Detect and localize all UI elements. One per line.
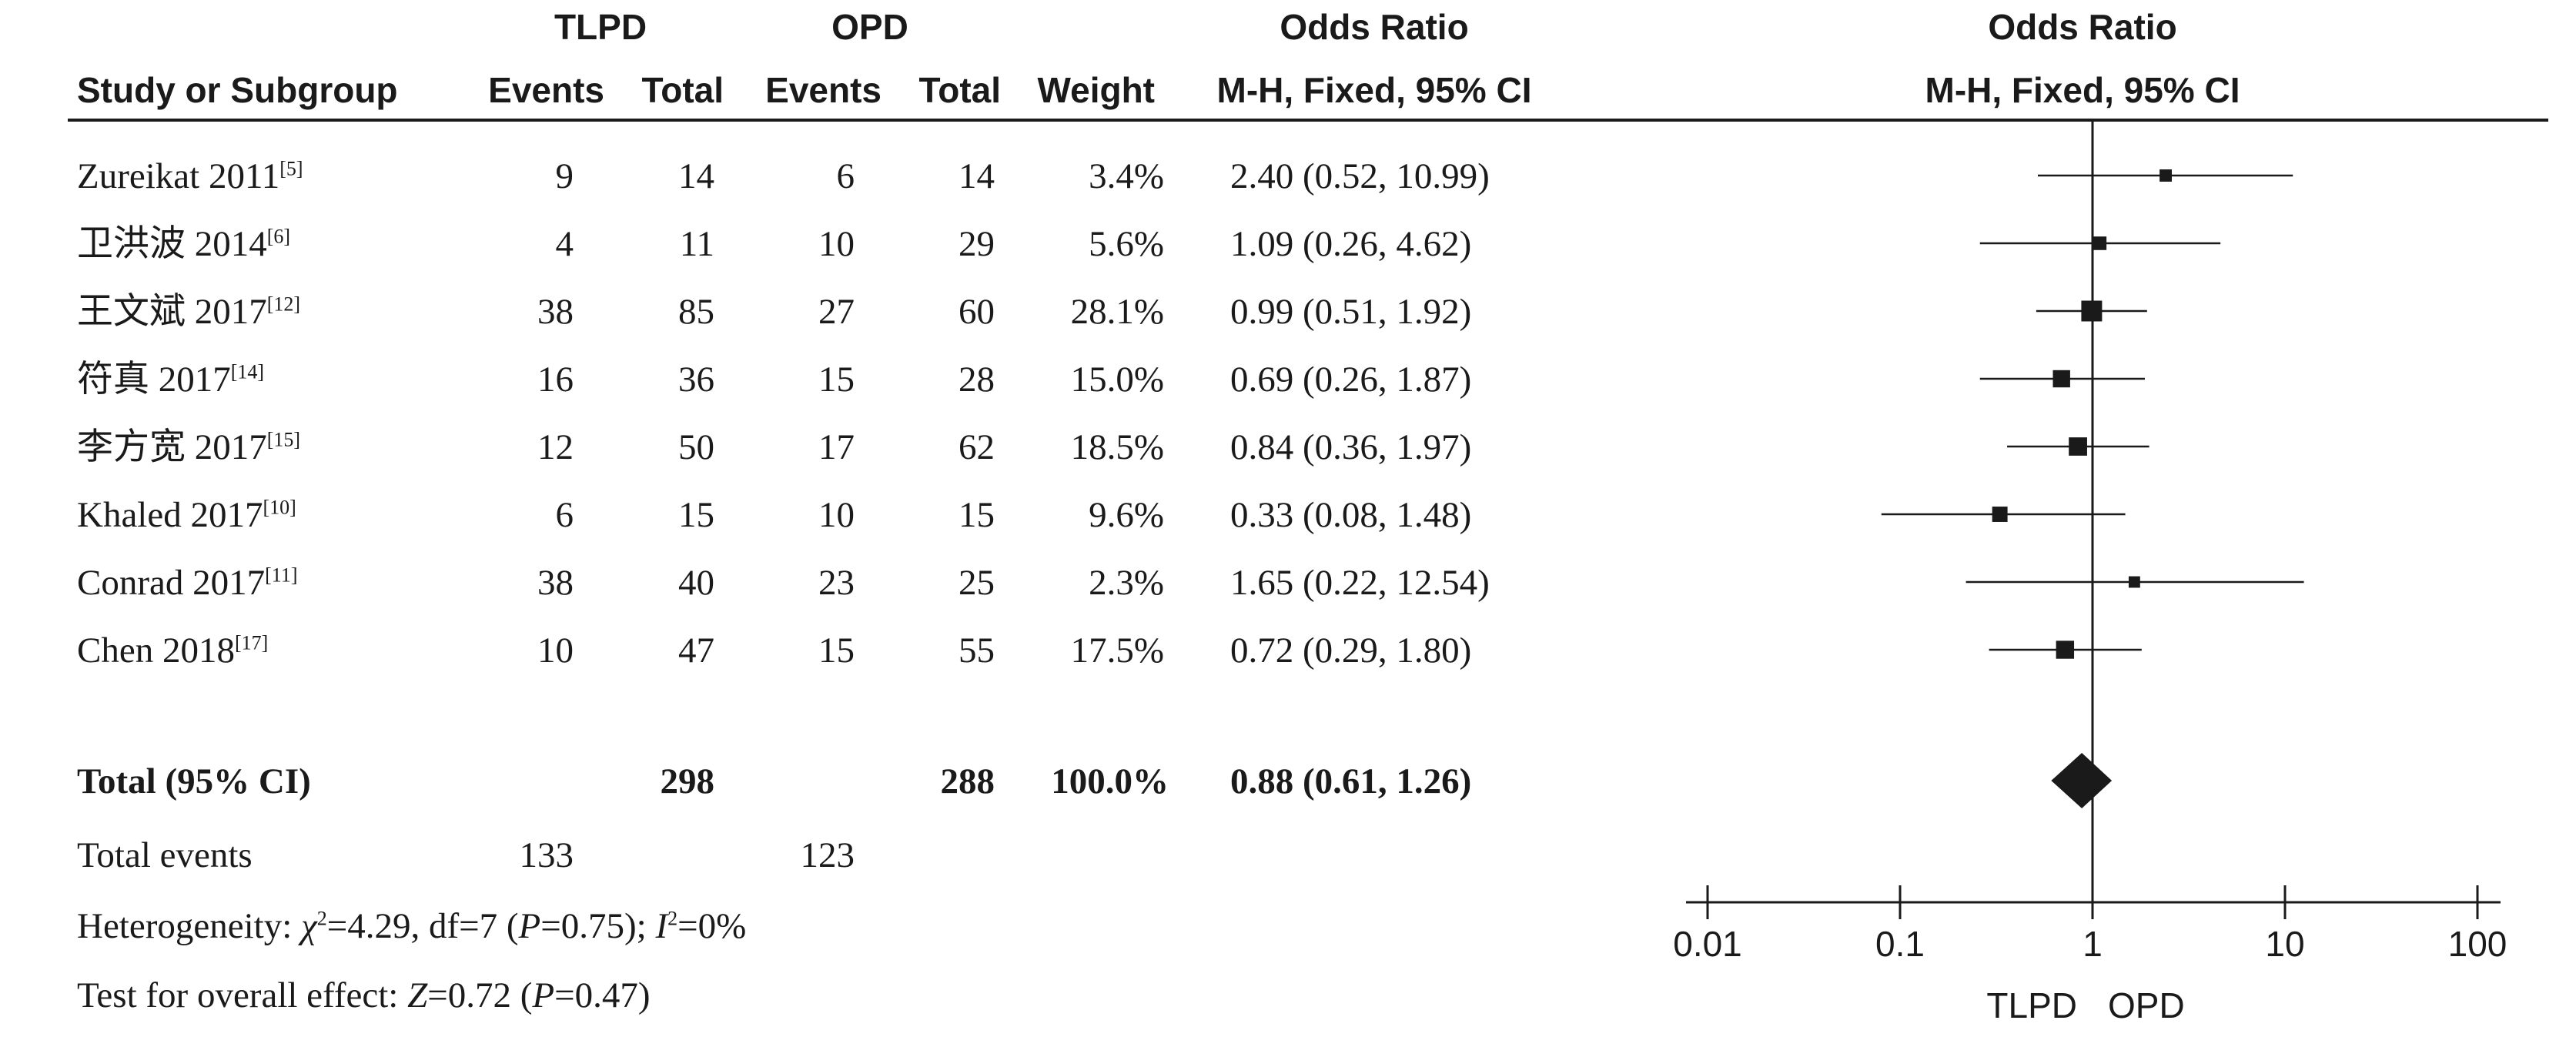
x-tick-label: 0.1 — [1875, 924, 1925, 964]
study-name: 王文斌 2017[12] — [77, 292, 301, 332]
events2-cell: 6 — [836, 156, 855, 196]
events1-cell: 4 — [555, 224, 574, 264]
total1-cell: 11 — [679, 224, 714, 264]
events2-cell: 10 — [818, 495, 855, 535]
study-header: Study or Subgroup — [77, 70, 398, 110]
study-marker — [2069, 437, 2087, 456]
ci-cell: 1.09 (0.26, 4.62) — [1230, 224, 1472, 264]
total1-cell: 36 — [678, 360, 714, 400]
total2-cell: 60 — [958, 292, 995, 332]
events2-cell: 27 — [818, 292, 855, 332]
study-marker — [1992, 507, 2008, 522]
group1-header: TLPD — [554, 7, 647, 47]
x-tick-label: 0.01 — [1673, 924, 1742, 964]
total1-cell: 15 — [678, 495, 714, 535]
or-title-left: Odds Ratio — [1280, 7, 1469, 47]
heterogeneity-text: Heterogeneity: χ2=4.29, df=7 (P=0.75); I… — [77, 906, 747, 946]
weight-cell: 17.5% — [1070, 631, 1164, 671]
events2-header: Events — [765, 70, 882, 110]
total-events-label: Total events — [77, 835, 253, 875]
study-name: Chen 2018[17] — [77, 631, 269, 671]
total1-cell: 85 — [678, 292, 714, 332]
x-tick-label: 1 — [2083, 924, 2103, 964]
ci-cell: 0.99 (0.51, 1.92) — [1230, 292, 1472, 332]
ci-cell: 0.72 (0.29, 1.80) — [1230, 631, 1472, 671]
study-marker — [2128, 576, 2140, 588]
study-marker — [2081, 300, 2103, 322]
ci-cell: 2.40 (0.52, 10.99) — [1230, 156, 1490, 196]
events2-cell: 15 — [818, 631, 855, 671]
study-marker — [2056, 641, 2075, 659]
total1-cell: 50 — [678, 427, 714, 467]
events1-cell: 12 — [537, 427, 574, 467]
weight-cell: 15.0% — [1070, 360, 1164, 400]
ci-cell: 0.84 (0.36, 1.97) — [1230, 427, 1472, 467]
events1-cell: 10 — [537, 631, 574, 671]
events1-cell: 38 — [537, 292, 574, 332]
total-ci: 0.88 (0.61, 1.26) — [1230, 761, 1472, 801]
weight-cell: 3.4% — [1089, 156, 1164, 196]
events1-cell: 38 — [537, 563, 574, 603]
ci-cell: 0.33 (0.08, 1.48) — [1230, 495, 1472, 535]
weight-cell: 5.6% — [1089, 224, 1164, 264]
study-marker — [2159, 169, 2173, 182]
group2-header: OPD — [831, 7, 908, 47]
events1-cell: 16 — [537, 360, 574, 400]
total2-cell: 29 — [958, 224, 995, 264]
total2-cell: 14 — [958, 156, 995, 196]
study-marker — [2052, 370, 2070, 388]
weight-cell: 9.6% — [1089, 495, 1164, 535]
events2-cell: 10 — [818, 224, 855, 264]
total1-sum: 298 — [660, 761, 715, 801]
events2-cell: 23 — [818, 563, 855, 603]
weight-cell: 18.5% — [1070, 427, 1164, 467]
ci-cell: 1.65 (0.22, 12.54) — [1230, 563, 1490, 603]
total1-cell: 47 — [678, 631, 714, 671]
header-rule — [68, 119, 2548, 122]
total-weight: 100.0% — [1051, 761, 1169, 801]
favours-right-label: OPD — [2108, 985, 2185, 1025]
total2-sum: 288 — [940, 761, 995, 801]
events2-cell: 15 — [818, 360, 855, 400]
total2-cell: 15 — [958, 495, 995, 535]
events1-header: Events — [488, 70, 604, 110]
study-marker — [2093, 236, 2107, 250]
total-events1: 133 — [519, 835, 574, 875]
total1-cell: 14 — [678, 156, 714, 196]
x-tick-label: 10 — [2265, 924, 2304, 964]
or-method-right: M-H, Fixed, 95% CI — [1925, 70, 2240, 110]
study-name: 符真 2017[14] — [77, 360, 265, 400]
x-tick-label: 100 — [2448, 924, 2507, 964]
weight-cell: 28.1% — [1070, 292, 1164, 332]
pooled-diamond — [2051, 753, 2113, 808]
total2-cell: 55 — [958, 631, 995, 671]
or-title-right: Odds Ratio — [1988, 7, 2177, 47]
total2-cell: 28 — [958, 360, 995, 400]
weight-cell: 2.3% — [1089, 563, 1164, 603]
total-events2: 123 — [800, 835, 855, 875]
study-name: Conrad 2017[11] — [77, 563, 298, 603]
events1-cell: 6 — [555, 495, 574, 535]
events1-cell: 9 — [555, 156, 574, 196]
study-name: Khaled 2017[10] — [77, 495, 296, 535]
study-name: Zureikat 2011[5] — [77, 156, 303, 196]
total2-cell: 62 — [958, 427, 995, 467]
weight-header: Weight — [1037, 70, 1155, 110]
study-name: 李方宽 2017[15] — [77, 427, 301, 467]
events2-cell: 17 — [818, 427, 855, 467]
overall-effect-text: Test for overall effect: Z=0.72 (P=0.47) — [77, 975, 651, 1015]
total2-header: Total — [918, 70, 1001, 110]
ci-cell: 0.69 (0.26, 1.87) — [1230, 360, 1472, 400]
favours-left-label: TLPD — [1986, 985, 2077, 1025]
total1-header: Total — [641, 70, 724, 110]
study-name: 卫洪波 2014[6] — [77, 224, 291, 264]
total2-cell: 25 — [958, 563, 995, 603]
total1-cell: 40 — [678, 563, 714, 603]
total-label: Total (95% CI) — [77, 761, 311, 801]
or-method-left: M-H, Fixed, 95% CI — [1216, 70, 1532, 110]
